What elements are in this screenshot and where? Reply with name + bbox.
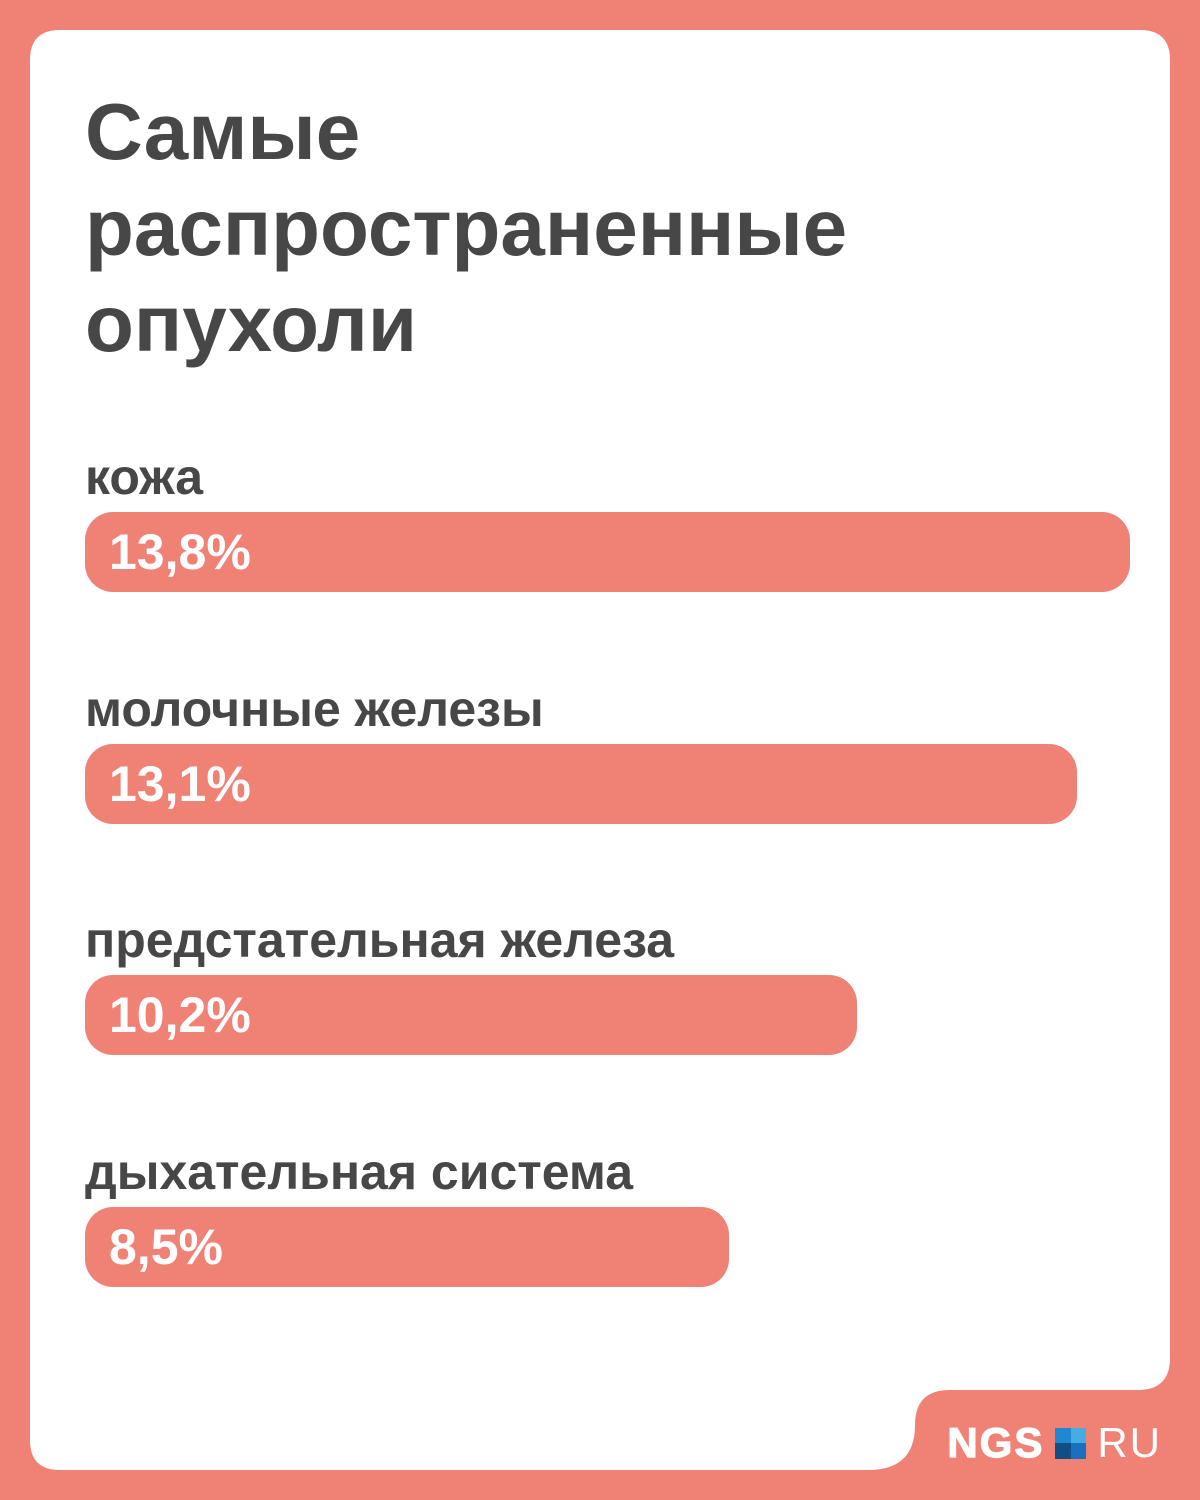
bar-group-mammary: молочные железы 13,1% — [85, 680, 1130, 824]
logo-text-ru: RU — [1097, 1419, 1162, 1466]
bar-group-prostate: предстательная железа 10,2% — [85, 911, 1130, 1055]
category-label: молочные железы — [85, 681, 544, 737]
category-label: предстательная железа — [85, 912, 675, 968]
logo-square-quadrant — [1055, 1443, 1071, 1459]
category-label: дыхательная система — [85, 1144, 634, 1200]
bar: 8,5% — [85, 1207, 729, 1287]
bar-value-label: 8,5% — [109, 1219, 223, 1275]
bar-value-label: 13,1% — [109, 756, 251, 812]
bar-group-respiratory: дыхательная система 8,5% — [85, 1143, 1130, 1287]
bar-group-skin: кожа 13,8% — [85, 448, 1130, 592]
bar: 13,1% — [85, 744, 1077, 824]
bar-value-label: 13,8% — [109, 524, 251, 580]
ngs-logo-square-icon — [1055, 1427, 1087, 1459]
bar: 13,8% — [85, 512, 1130, 592]
bar-value-label: 10,2% — [109, 987, 251, 1043]
logo-text-ngs: NGS — [947, 1418, 1045, 1466]
ngs-ru-logo: NGS RU — [947, 1415, 1162, 1471]
page-title: Самые распространенные опухоли — [85, 87, 848, 368]
logo-square-quadrant — [1070, 1443, 1087, 1459]
bar: 10,2% — [85, 975, 857, 1055]
category-label: кожа — [85, 449, 204, 505]
logo-square-quadrant — [1070, 1427, 1087, 1443]
logo-square-quadrant — [1055, 1427, 1071, 1443]
